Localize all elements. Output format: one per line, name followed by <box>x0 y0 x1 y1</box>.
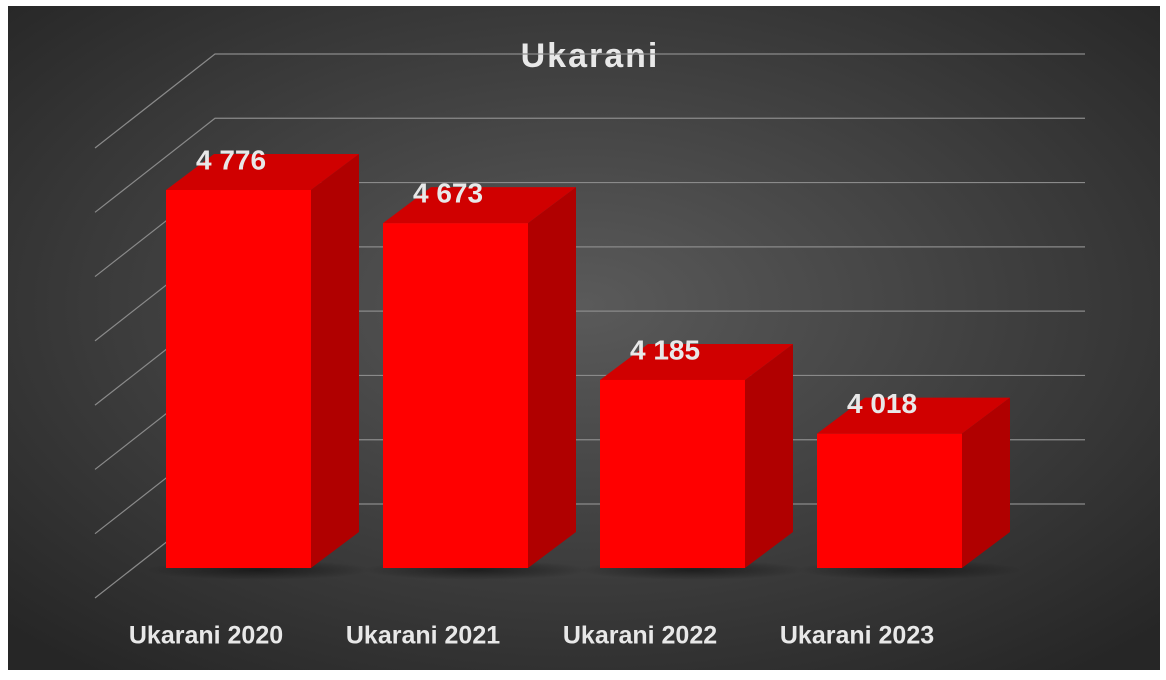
bar-side <box>528 187 576 568</box>
chart-title: Ukarani <box>521 37 660 75</box>
bar-top <box>166 154 359 190</box>
data-label: 4 673 <box>413 177 483 208</box>
bar-top <box>383 187 576 224</box>
bar <box>817 433 962 568</box>
x-tick-label: Ukarani 2023 <box>780 622 934 650</box>
bar <box>600 379 745 568</box>
x-tick-label: Ukarani 2022 <box>563 622 717 650</box>
bars: 4 776 Ukarani 2020 4 673 Ukarani 2021 4 185 U… <box>129 144 1022 650</box>
grid-line <box>94 117 1085 213</box>
bar-side <box>962 397 1010 568</box>
bar <box>166 190 311 568</box>
bar-top <box>817 397 1010 434</box>
data-label: 4 776 <box>196 144 266 175</box>
grid-line <box>94 53 1085 149</box>
bar-side <box>745 343 793 568</box>
data-label: 4 018 <box>847 388 917 419</box>
data-label: 4 185 <box>630 334 700 365</box>
bar-side <box>311 154 359 568</box>
x-tick-label: Ukarani 2021 <box>346 622 500 650</box>
bar <box>383 223 528 568</box>
x-tick-label: Ukarani 2020 <box>129 622 283 650</box>
bar-top <box>600 343 793 380</box>
